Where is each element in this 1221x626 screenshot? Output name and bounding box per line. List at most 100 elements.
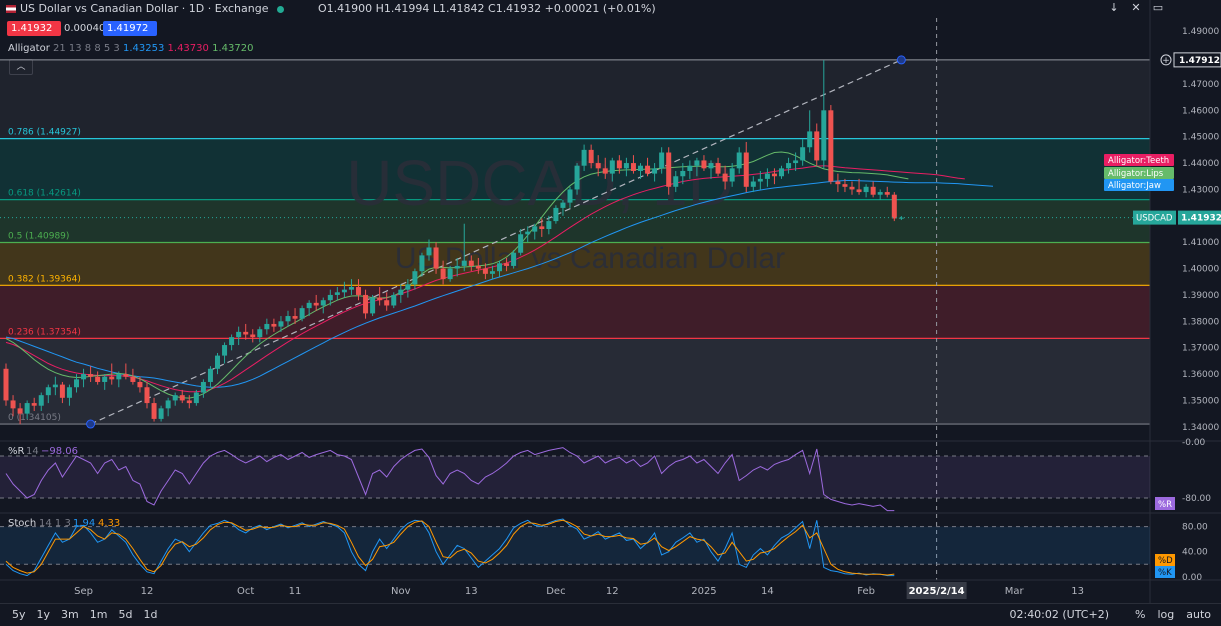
- candle-body: [52, 384, 58, 388]
- candle-body: [652, 168, 658, 174]
- clock-readout: 02:40:02 (UTC+2): [1009, 608, 1109, 621]
- range-1m[interactable]: 1m: [89, 608, 108, 621]
- range-1d[interactable]: 1d: [143, 608, 158, 621]
- candle-body: [814, 131, 820, 161]
- symbol-title[interactable]: US Dollar vs Canadian Dollar · 1D · Exch…: [6, 1, 290, 17]
- candle-body: [165, 400, 171, 409]
- sell-price-button[interactable]: 1.41932: [7, 21, 61, 36]
- candle-body: [356, 287, 361, 295]
- candle-body: [348, 287, 354, 290]
- spread-value: 0.00040: [64, 23, 106, 34]
- candle-body: [264, 323, 270, 330]
- time-tick-label: 12: [141, 586, 154, 597]
- log-toggle[interactable]: log: [1157, 608, 1175, 621]
- candle-body: [130, 376, 136, 382]
- maximize-icon[interactable]: ✕: [1131, 1, 1141, 14]
- screenshot-icon[interactable]: ▭: [1152, 1, 1164, 14]
- candle-body: [884, 192, 890, 195]
- candle-body: [475, 265, 481, 269]
- candle-body: [511, 252, 517, 266]
- alligator-legend[interactable]: Alligator 21 13 8 8 5 3 1.43253 1.43730 …: [8, 43, 253, 54]
- candle-body: [546, 221, 552, 229]
- fib-trend-line: [90, 59, 902, 425]
- candle-body: [638, 165, 643, 171]
- range-1y[interactable]: 1y: [36, 608, 51, 621]
- auto-toggle[interactable]: auto: [1186, 608, 1211, 621]
- candle-body: [743, 152, 749, 187]
- jaw-tag-box: [1104, 179, 1174, 191]
- candle-body: [17, 408, 23, 414]
- price-tick-label: 1.36000: [1182, 370, 1219, 380]
- stoch-k-line: [5, 518, 895, 577]
- time-tick-label: 11: [289, 586, 302, 597]
- time-tick-label: Dec: [546, 586, 565, 597]
- price-tick-label: 1.41000: [1182, 238, 1219, 248]
- last-price-box: [1178, 210, 1221, 225]
- candle-body: [771, 173, 777, 177]
- candle-body: [574, 165, 580, 190]
- buy-price-button[interactable]: 1.41972: [103, 21, 157, 36]
- candle-body: [525, 231, 531, 235]
- time-tick-label: 13: [465, 586, 478, 597]
- range-3m[interactable]: 3m: [61, 608, 79, 621]
- candle-body: [694, 160, 700, 166]
- fib-zone-3: [0, 285, 1150, 339]
- range-5d[interactable]: 5d: [118, 608, 133, 621]
- candle-body: [602, 168, 608, 174]
- stoch-tag-k: %K: [1158, 568, 1172, 578]
- candle-body: [285, 316, 291, 322]
- stoch-tick-1: 40.00: [1182, 548, 1208, 558]
- time-tick-label: Mar: [1005, 586, 1025, 597]
- stoch-legend-params: 14 1 3: [39, 518, 71, 529]
- chart-header: US Dollar vs Canadian Dollar · 1D · Exch…: [0, 0, 1221, 18]
- market-open-icon: [276, 5, 284, 13]
- symbol-title-text: US Dollar vs Canadian Dollar · 1D · Exch…: [20, 2, 269, 15]
- candle-body: [532, 226, 538, 232]
- candle-body: [764, 173, 770, 179]
- bottom-toolbar: 5y 1y 3m 1m 5d 1d 02:40:02 (UTC+2) % log…: [0, 603, 1221, 625]
- time-tick-label: Feb: [857, 586, 875, 597]
- plus-icon-glyph: +: [1162, 56, 1170, 66]
- crosshair-date-box: [906, 582, 967, 599]
- candle-body: [215, 355, 220, 369]
- candle-body: [313, 302, 319, 306]
- candle-body: [334, 292, 340, 295]
- fib-label-5: 0 (1.34105): [8, 413, 61, 423]
- alligator-jaw-value: 1.43253: [122, 43, 165, 54]
- candle-body: [595, 163, 601, 169]
- candle-body: [172, 395, 178, 401]
- price-tick-label: 1.39000: [1182, 291, 1219, 301]
- percent-toggle[interactable]: %: [1135, 608, 1146, 621]
- candle-body: [31, 403, 37, 406]
- candle-body: [757, 178, 763, 182]
- bottom-controls: 02:40:02 (UTC+2) % log auto: [1009, 604, 1211, 626]
- header-tools: ↓ ✕ ▭: [1107, 1, 1165, 15]
- candle-body: [66, 387, 72, 398]
- candle-body: [109, 376, 115, 380]
- time-tick-label: Oct: [237, 586, 254, 597]
- range-5y[interactable]: 5y: [12, 608, 26, 621]
- candle-body: [292, 316, 298, 319]
- fib-zone-top: [0, 59, 1150, 139]
- candle-body: [856, 189, 862, 193]
- candle-body: [137, 381, 143, 388]
- candle-body: [123, 374, 129, 377]
- wr-tick-0: -0.00: [1182, 438, 1206, 448]
- arrow-down-icon[interactable]: ↓: [1109, 1, 1119, 14]
- candle-body: [81, 374, 87, 380]
- fib-anchor-start: [86, 419, 96, 429]
- candle-body: [447, 268, 453, 280]
- stoch-d-line: [5, 519, 895, 576]
- candle-body: [200, 381, 206, 393]
- wr-legend-value: −98.06: [41, 446, 78, 457]
- candle-body: [497, 263, 502, 272]
- candle-body: [59, 384, 65, 398]
- fib-label-2: 0.5 (1.40989): [8, 231, 69, 241]
- candle-body: [419, 255, 425, 272]
- candle-body: [807, 131, 813, 148]
- candle-body: [327, 294, 333, 301]
- candle-body: [779, 168, 784, 177]
- candle-body: [835, 181, 841, 185]
- candle-body: [553, 207, 559, 222]
